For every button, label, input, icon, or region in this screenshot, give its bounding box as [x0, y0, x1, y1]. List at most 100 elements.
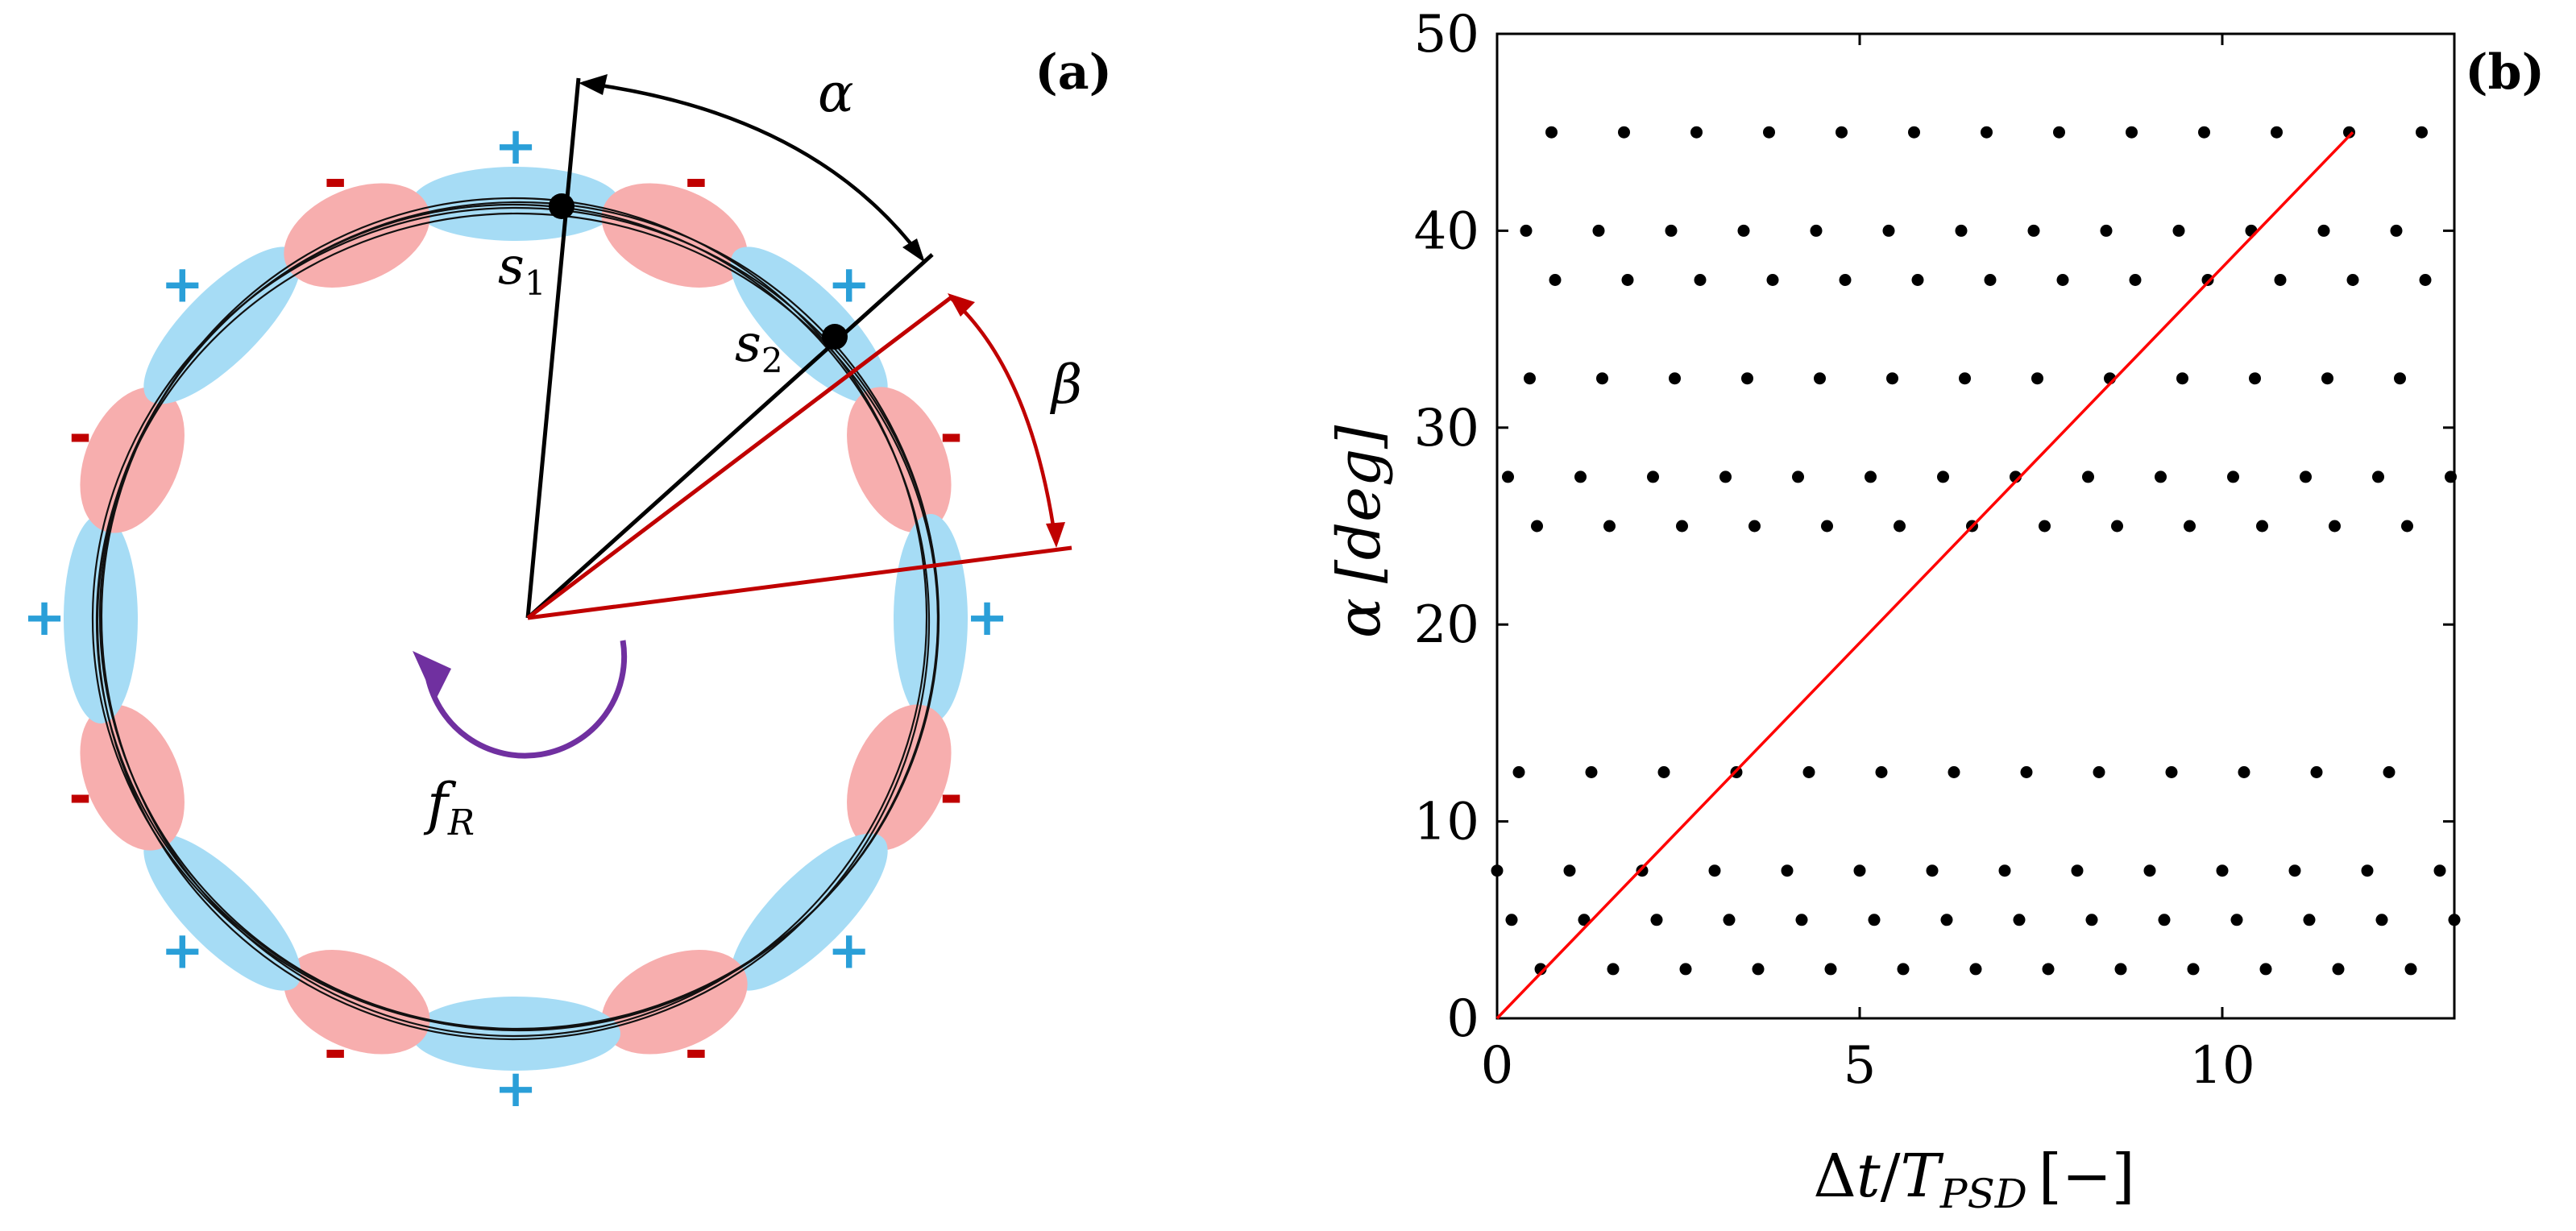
data-point: [1545, 126, 1558, 139]
data-point: [2416, 126, 2428, 139]
data-point: [1596, 372, 1608, 385]
y-tick-label: 50: [1414, 5, 1479, 64]
data-point: [1821, 520, 1833, 533]
data-point: [2027, 224, 2040, 237]
data-point: [2111, 520, 2123, 533]
data-point: [1763, 126, 1775, 139]
data-point: [1719, 470, 1732, 483]
alpha-label: α: [818, 62, 854, 124]
data-point: [2042, 963, 2055, 976]
data-point: [1802, 766, 1815, 778]
data-point: [1824, 963, 1837, 976]
data-point: [1940, 914, 1953, 926]
ring-tracks: [91, 197, 940, 1041]
data-point: [2445, 470, 2457, 483]
plot-frame: [1495, 32, 2456, 1020]
data-point: [1836, 126, 1848, 139]
data-point: [1607, 963, 1620, 976]
x-tick-label: 0: [1481, 1036, 1514, 1096]
data-point: [1748, 520, 1761, 533]
data-point: [1512, 766, 1525, 778]
alpha-arrowhead-end: [902, 238, 925, 263]
negative-lobe: [284, 950, 430, 1055]
panel-a: (a) + - + - + - + - + - + - + - + - α β s1 s2 fR: [23, 44, 1112, 1119]
data-point: [2013, 914, 2026, 926]
panel-a-label: (a): [1035, 44, 1112, 101]
data-point: [2303, 914, 2316, 926]
data-point: [1741, 372, 1753, 385]
data-point: [1752, 963, 1765, 976]
data-point: [2114, 963, 2127, 976]
data-point: [2031, 372, 2043, 385]
data-point: [1694, 274, 1707, 286]
plus-sign: +: [494, 117, 537, 176]
data-point: [2288, 864, 2301, 877]
y-axis-label: α[deg]: [1325, 425, 1394, 638]
rotation-arrowhead: [413, 651, 451, 701]
data-point: [1948, 766, 1960, 778]
data-point: [2184, 520, 2196, 533]
data-point: [2230, 914, 2243, 926]
data-point: [1959, 372, 1971, 385]
data-point: [1676, 520, 1688, 533]
data-point: [2020, 766, 2033, 778]
data-point: [2259, 963, 2272, 976]
minus-sign: -: [68, 402, 92, 468]
data-point: [2329, 520, 2341, 533]
data-point: [2300, 470, 2312, 483]
data-point: [1937, 470, 1949, 483]
data-point: [1897, 963, 1910, 976]
data-point: [1665, 224, 1678, 237]
s2-line: [526, 253, 934, 620]
alpha-ref-line: [525, 77, 581, 619]
data-point: [1657, 766, 1670, 778]
data-point: [1781, 864, 1794, 877]
data-point: [1882, 224, 1895, 237]
data-point: [2056, 274, 2069, 286]
minus-sign: -: [324, 147, 347, 213]
data-point: [2404, 963, 2417, 976]
minus-sign: -: [940, 402, 963, 468]
data-point: [1679, 963, 1692, 976]
data-point: [1998, 864, 2011, 877]
data-point: [1894, 520, 1906, 533]
data-point: [1603, 520, 1616, 533]
plus-sign: +: [23, 588, 66, 648]
y-tick-label: 30: [1414, 399, 1479, 458]
data-point: [1524, 372, 1536, 385]
minus-sign: -: [68, 763, 92, 829]
minus-sign: -: [940, 763, 963, 829]
data-point: [2172, 224, 2185, 237]
data-point: [2198, 126, 2210, 139]
s1-label: s1: [498, 237, 546, 303]
data-point: [1969, 963, 1982, 976]
data-point: [2310, 766, 2323, 778]
y-tick-label: 0: [1446, 989, 1479, 1049]
data-point: [1669, 372, 1681, 385]
data-point: [1766, 274, 1779, 286]
data-point: [2227, 470, 2239, 483]
rotation-arrow: [424, 640, 628, 759]
data-point: [1650, 914, 1663, 926]
data-point: [1491, 864, 1504, 877]
data-point: [1647, 470, 1659, 483]
panel-b-label: (b): [2465, 44, 2545, 101]
data-points: [1491, 126, 2461, 976]
negative-lobe: [601, 950, 748, 1055]
beta-arrowhead-start: [948, 293, 975, 317]
data-point: [2053, 126, 2065, 139]
data-point: [2071, 864, 2084, 877]
data-point: [1875, 766, 1888, 778]
data-point: [1592, 224, 1605, 237]
y-tick-label: 20: [1414, 595, 1479, 655]
data-point: [2375, 914, 2388, 926]
data-point: [2433, 864, 2446, 877]
data-point: [2346, 274, 2359, 286]
data-point: [1981, 126, 1993, 139]
x-tick-label: 5: [1844, 1036, 1877, 1096]
data-point: [1636, 864, 1649, 877]
data-point: [2085, 914, 2098, 926]
data-point: [2401, 520, 2413, 533]
minus-sign: -: [684, 1018, 707, 1084]
rotation-label: fR: [423, 771, 475, 843]
